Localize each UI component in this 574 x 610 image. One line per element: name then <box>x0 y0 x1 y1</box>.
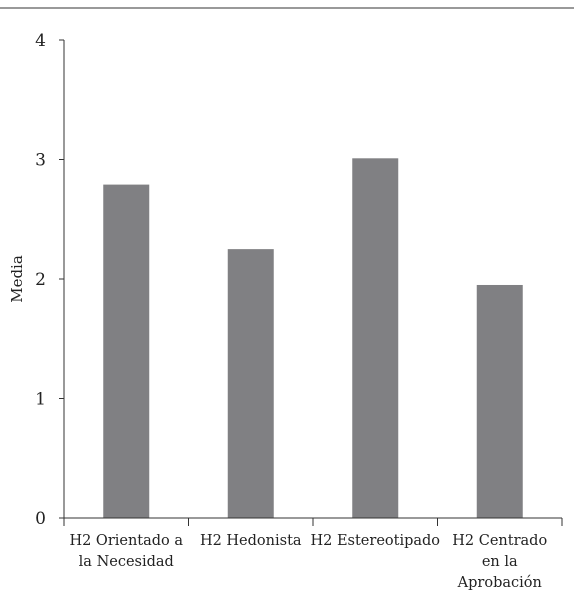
x-tick-label-line: la Necesidad <box>79 554 174 570</box>
x-tick-label: H2 Centrado en la Aprobación <box>452 533 547 591</box>
bar <box>227 249 274 518</box>
x-tick-label-line: H2 Hedonista <box>200 533 302 549</box>
x-tick-label-line: H2 Centrado <box>452 533 547 549</box>
x-ticks-group <box>63 518 563 526</box>
x-labels-group: H2 Orientado a la Necesidad H2 Hedonista H2… <box>69 533 547 591</box>
x-tick-label-line: H2 Estereotipado <box>310 533 440 549</box>
y-tick-label: 3 <box>35 151 46 171</box>
y-tick-label: 1 <box>35 390 46 410</box>
x-tick-label-line: en la <box>482 554 518 570</box>
bar <box>352 158 399 518</box>
y-tick-label: 2 <box>35 270 46 290</box>
y-axis-label: Media <box>8 255 26 303</box>
x-tick-label: H2 Estereotipado <box>310 533 440 549</box>
bar <box>476 284 523 518</box>
x-tick-label: H2 Orientado a la Necesidad <box>69 533 183 570</box>
bar <box>103 184 150 518</box>
y-tick-label: 0 <box>35 509 46 529</box>
y-ticks-group: 0 1 2 3 4 <box>35 31 64 529</box>
x-tick-label-line: H2 Orientado a <box>69 533 183 549</box>
x-tick-label: H2 Hedonista <box>200 533 302 549</box>
y-tick-label: 4 <box>35 31 46 51</box>
bars-group <box>103 158 523 518</box>
x-tick-label-line: Aprobación <box>457 575 542 591</box>
